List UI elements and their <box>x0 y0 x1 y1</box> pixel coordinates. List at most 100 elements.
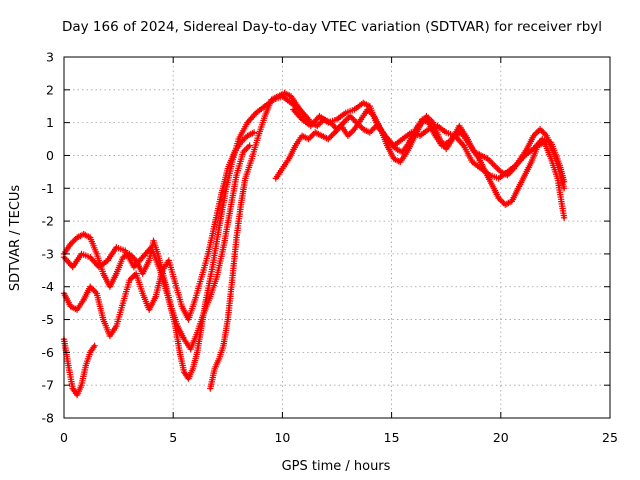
data-point <box>462 144 466 148</box>
data-point <box>150 245 153 249</box>
data-point <box>88 351 92 354</box>
y-tick-label: -7 <box>42 378 54 393</box>
data-point <box>549 157 553 161</box>
axis-ticks: 0 5 10 15 20 25 -8 -7 -6 -5 -4 -3 -2 -1 0 1 2 3 <box>42 50 618 446</box>
data-point <box>346 134 350 138</box>
data-point <box>195 331 199 335</box>
data-point <box>115 245 118 249</box>
data-point <box>344 111 348 115</box>
y-tick-label: -4 <box>42 279 55 294</box>
data-point <box>510 200 514 203</box>
data-point <box>241 150 245 154</box>
data-point <box>348 114 352 118</box>
data-point <box>326 137 330 141</box>
data-point <box>82 298 86 302</box>
series-1 <box>60 142 253 353</box>
data-point <box>174 324 177 328</box>
data-point <box>320 134 324 138</box>
data-point <box>191 367 195 371</box>
y-tick-label: -1 <box>42 181 54 196</box>
data-point <box>274 177 278 180</box>
data-point <box>318 114 321 118</box>
data-point <box>523 173 527 177</box>
data-point <box>359 118 363 121</box>
data-point <box>479 167 483 171</box>
data-point <box>471 160 474 164</box>
data-point <box>80 252 83 256</box>
data-point <box>128 278 131 282</box>
data-point <box>488 173 492 177</box>
data-point <box>211 265 214 269</box>
data-point <box>281 167 284 171</box>
data-point <box>141 255 145 259</box>
y-tick-label: 1 <box>46 115 54 130</box>
data-point <box>263 114 267 118</box>
data-point <box>97 265 101 269</box>
data-point <box>178 351 182 354</box>
data-point <box>353 127 356 131</box>
data-point <box>246 134 249 138</box>
data-point <box>121 301 125 305</box>
data-point <box>88 285 92 289</box>
series-layer <box>60 89 568 399</box>
data-point <box>503 203 507 207</box>
data-point <box>248 144 252 148</box>
data-point <box>141 272 145 275</box>
plot-frame <box>63 56 611 419</box>
data-point <box>427 127 431 131</box>
data-point <box>80 383 83 387</box>
grid-lines <box>64 57 610 418</box>
data-point <box>398 160 402 164</box>
data-point <box>67 364 70 367</box>
data-point <box>556 177 559 180</box>
data-point <box>167 298 171 302</box>
data-point <box>187 377 190 380</box>
data-point <box>93 344 96 348</box>
data-point <box>200 275 204 279</box>
data-point <box>562 216 566 220</box>
data-point <box>340 124 343 128</box>
data-point <box>326 121 330 124</box>
data-point <box>217 226 221 230</box>
data-point <box>213 223 217 226</box>
data-point <box>217 357 221 361</box>
y-tick-label: -8 <box>42 411 55 426</box>
data-point <box>353 108 356 111</box>
data-point <box>497 177 500 180</box>
data-point <box>436 124 439 128</box>
data-point <box>302 114 306 118</box>
data-point <box>106 259 110 262</box>
data-point <box>361 127 365 131</box>
data-point <box>532 147 535 151</box>
y-axis-label: SDTVAR / TECUs <box>8 185 23 292</box>
data-point <box>276 95 280 98</box>
data-point <box>497 196 500 200</box>
data-point <box>204 298 208 302</box>
data-point <box>289 95 293 98</box>
data-point <box>492 163 496 167</box>
data-point <box>141 291 145 295</box>
data-point <box>296 104 300 108</box>
data-point <box>401 137 404 141</box>
y-tick-label: -2 <box>42 214 54 229</box>
data-point <box>464 134 468 138</box>
data-point <box>418 124 422 128</box>
data-point <box>75 393 79 397</box>
data-point <box>101 272 105 275</box>
data-point <box>283 91 286 95</box>
data-point <box>263 104 267 108</box>
data-point <box>222 245 225 249</box>
data-point <box>309 124 313 128</box>
data-point <box>530 160 533 164</box>
data-point <box>453 134 457 138</box>
data-point <box>431 121 435 124</box>
data-point <box>545 134 549 138</box>
data-point <box>195 351 199 354</box>
x-axis-label: GPS time / hours <box>282 459 391 474</box>
series-markers <box>60 336 98 399</box>
data-point <box>383 134 387 138</box>
data-point <box>368 131 372 134</box>
data-point <box>239 203 243 207</box>
series-4 <box>60 93 312 382</box>
data-point <box>206 252 210 256</box>
